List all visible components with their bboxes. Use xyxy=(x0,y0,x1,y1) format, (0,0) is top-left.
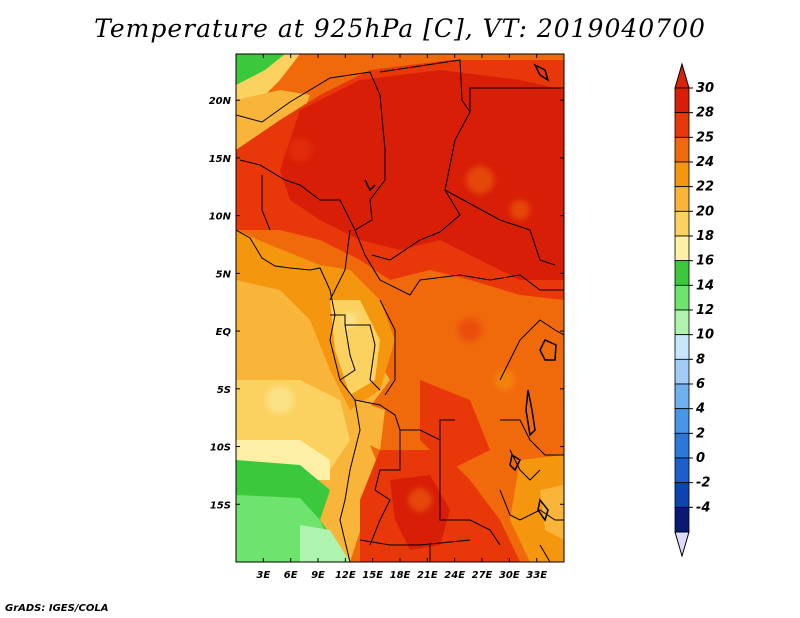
colorbar-over-triangle xyxy=(674,62,690,89)
colorbar-label: 4 xyxy=(695,402,705,417)
lon-tick-label: 24E xyxy=(444,570,465,581)
colorbar-segment xyxy=(674,260,690,286)
colorbar-segment xyxy=(674,408,690,434)
colorbar-label: 12 xyxy=(696,303,714,318)
colorbar-label: -4 xyxy=(696,500,710,515)
colorbar-segment xyxy=(674,309,690,336)
lon-tick-label: 15E xyxy=(362,570,383,581)
lat-tick-label: 15S xyxy=(210,500,231,511)
lat-tick-label: 20N xyxy=(209,96,232,107)
lon-tick-label: 6E xyxy=(284,570,298,581)
colorbar-segment xyxy=(674,210,690,237)
colorbar-label: 20 xyxy=(696,204,714,219)
colorbar-label: 2 xyxy=(696,426,705,441)
grads-credit: GrADS: IGES/COLA xyxy=(5,603,109,614)
lat-tick-label: 5S xyxy=(217,385,231,396)
lon-tick-label: 18E xyxy=(390,570,411,581)
longitude-ticks: 3E 6E 9E 12E 15E 18E 21E 24E 27E 30E 33E xyxy=(256,54,547,581)
colorbar-segment xyxy=(674,432,690,459)
lon-tick-label: 33E xyxy=(526,570,547,581)
colorbar-segment xyxy=(674,358,690,385)
colorbar-segment xyxy=(674,482,690,508)
colorbar-segment xyxy=(674,334,690,360)
colorbar-segment xyxy=(674,186,690,212)
colorbar-segment xyxy=(674,136,690,163)
colorbar-segment xyxy=(674,383,690,410)
latitude-ticks: 20N 15N 10N 5N EQ 5S 10S 15S xyxy=(209,96,564,511)
colorbar-label: 18 xyxy=(696,229,714,244)
colorbar-label: -2 xyxy=(696,476,710,491)
colorbar-label: 25 xyxy=(696,130,714,145)
colorbar-label: 10 xyxy=(696,328,714,343)
colorbar-label: 24 xyxy=(696,155,714,170)
colorbar-label: 28 xyxy=(696,106,714,121)
colorbar-segment xyxy=(674,457,690,484)
colorbar-label: 22 xyxy=(696,180,714,195)
map-title: Temperature at 925hPa [C], VT: 201904070… xyxy=(94,14,706,43)
lat-tick-label: EQ xyxy=(216,327,232,338)
lon-tick-label: 30E xyxy=(499,570,520,581)
lon-tick-label: 27E xyxy=(472,570,493,581)
lon-tick-label: 21E xyxy=(417,570,438,581)
lat-tick-label: 15N xyxy=(209,154,232,165)
colorbar-label: 0 xyxy=(696,451,705,466)
lon-tick-label: 3E xyxy=(256,570,270,581)
colorbar-segment xyxy=(674,161,690,188)
temperature-field xyxy=(236,54,564,562)
lat-tick-label: 10N xyxy=(209,212,232,223)
colorbar-segment xyxy=(674,112,690,138)
lon-tick-label: 12E xyxy=(335,570,356,581)
colorbar-label: 6 xyxy=(696,377,705,392)
colorbar-label: 16 xyxy=(696,254,714,269)
colorbar-under-triangle xyxy=(674,531,690,558)
colorbar-segment xyxy=(674,87,690,114)
colorbar-segment xyxy=(674,235,690,262)
colorbar-segment xyxy=(674,284,690,311)
colorbar-label: 30 xyxy=(696,81,714,96)
colorbar-label: 8 xyxy=(696,352,705,367)
lat-tick-label: 10S xyxy=(210,443,231,454)
colorbar-label: 14 xyxy=(696,278,714,293)
lat-tick-label: 5N xyxy=(216,269,232,280)
lakes xyxy=(364,63,557,522)
colorbar-segment xyxy=(674,506,690,533)
lon-tick-label: 9E xyxy=(311,570,325,581)
country-boundaries xyxy=(236,59,564,562)
